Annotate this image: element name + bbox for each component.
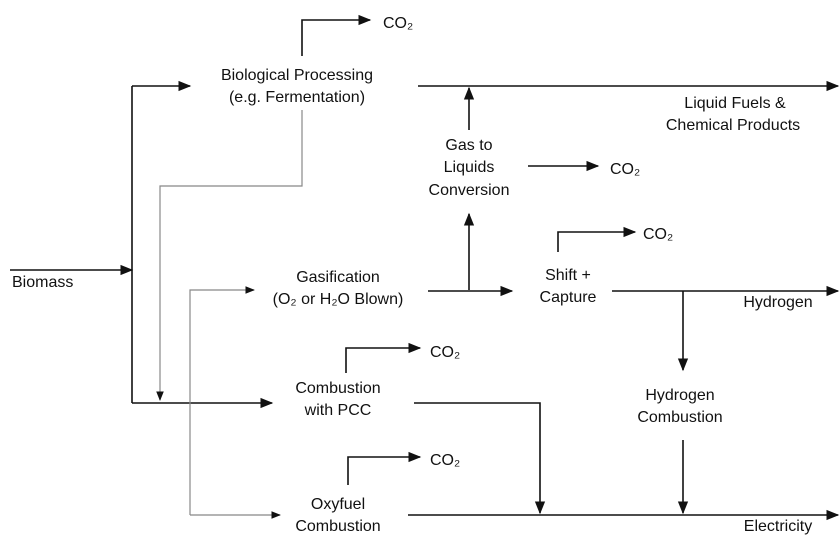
arrow (156, 110, 303, 401)
product-label: Chemical Products (666, 117, 800, 134)
product-label: Hydrogen (743, 294, 812, 311)
arrow (189, 286, 255, 515)
process-label: Hydrogen (645, 387, 714, 404)
process-label: Combustion (637, 409, 722, 426)
connectors (10, 14, 840, 521)
process-label: with PCC (304, 402, 372, 419)
arrow (345, 342, 422, 373)
arrow (347, 451, 422, 485)
process-label: Oxyfuel (311, 496, 365, 513)
input-label: Biomass (12, 274, 73, 291)
emission-label: CO₂ (430, 344, 460, 361)
product-label: Electricity (744, 518, 812, 535)
process-label: Gasification (296, 269, 380, 286)
process-label: Shift + (545, 267, 591, 284)
arrow (301, 14, 372, 56)
process-label: Combustion (295, 380, 380, 397)
emission-label: CO₂ (610, 161, 640, 178)
process-label: Capture (540, 289, 597, 306)
product-label: Liquid Fuels & (684, 95, 786, 112)
emission-label: CO₂ (383, 15, 413, 32)
arrow (414, 402, 546, 515)
process-label: Combustion (295, 518, 380, 535)
process-label: Conversion (429, 182, 510, 199)
process-label: Gas to (445, 137, 492, 154)
process-label: Liquids (444, 159, 495, 176)
emission-label: CO₂ (430, 452, 460, 469)
emission-label: CO₂ (643, 226, 673, 243)
process-label: Biological Processing (221, 67, 373, 84)
arrow (557, 226, 637, 252)
process-label: (e.g. Fermentation) (229, 89, 365, 106)
process-label: (O₂ or H₂O Blown) (273, 291, 404, 308)
